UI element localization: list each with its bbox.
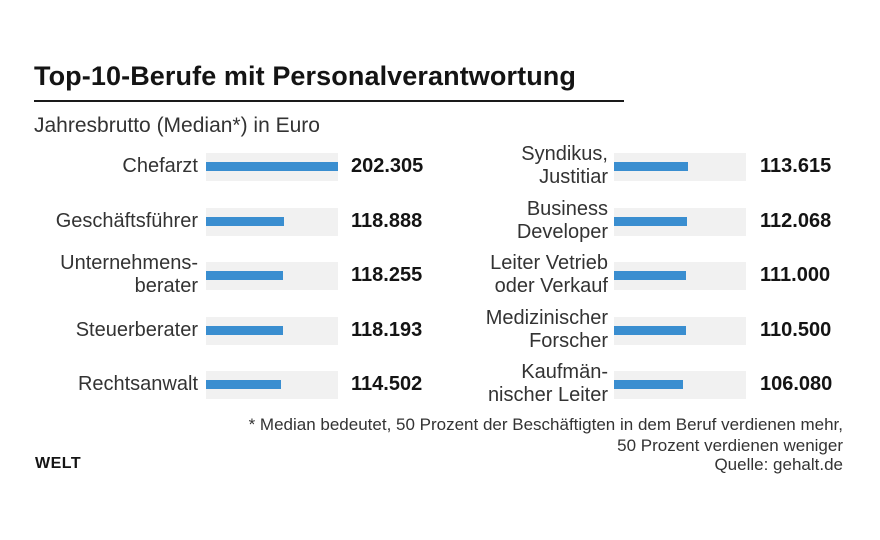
category-label-line: berater [134, 275, 198, 297]
value-label: 112.068 [760, 210, 832, 232]
category-label: Geschäftsführer [0, 210, 198, 233]
category-label: Kaufmän-nischer Leiter [348, 361, 608, 407]
category-label-line: Medizinischer [485, 307, 608, 329]
value-label: 118.255 [351, 264, 423, 286]
bar [614, 271, 687, 280]
bar [206, 380, 281, 389]
value-label: 111.000 [760, 264, 831, 286]
category-label-line: nischer Leiter [487, 384, 608, 406]
category-label-line: Justitiar [539, 166, 608, 188]
bar-track [206, 371, 338, 399]
bar [206, 326, 284, 335]
title-rule [34, 100, 624, 102]
category-label-line: oder Verkauf [494, 275, 608, 297]
chart-subtitle: Jahresbrutto (Median*) in Euro [34, 114, 320, 137]
bar-track [614, 317, 746, 345]
bar-track [614, 262, 746, 290]
value-label: 118.888 [351, 210, 423, 232]
bar [614, 162, 689, 171]
bar-track [206, 262, 338, 290]
bar-track [614, 153, 746, 181]
footnote-line: 50 Prozent verdienen weniger [617, 436, 843, 455]
footnote-line: * Median bedeutet, 50 Prozent der Beschä… [248, 415, 843, 434]
bar [206, 162, 338, 171]
category-label-line: Steuerberater [75, 318, 198, 341]
value-label: 114.502 [351, 373, 423, 395]
category-label: Rechtsanwalt [0, 373, 198, 396]
value-label: 118.193 [351, 319, 423, 341]
bar [614, 326, 687, 335]
bar-track [206, 153, 338, 181]
category-label-line: Leiter Vetrieb [490, 252, 608, 274]
bar-track [614, 371, 746, 399]
category-label: Medizinischer Forscher [348, 307, 608, 353]
category-label: Syndikus, Justitiar [348, 143, 608, 189]
bar [206, 217, 284, 226]
bar-track [206, 317, 338, 345]
category-label-line: Unternehmens- [60, 252, 198, 274]
bar [614, 217, 688, 226]
category-label-line: Syndikus, [521, 143, 608, 165]
category-label-line: Business [526, 198, 608, 220]
category-label: Leiter Vetrieb oder Verkauf [348, 252, 608, 298]
category-label-line: Developer [516, 221, 608, 243]
category-label-line: Kaufmän- [521, 361, 608, 383]
category-label: Business Developer [348, 198, 608, 244]
source-note: Quelle: gehalt.de [714, 455, 843, 474]
bar [614, 380, 684, 389]
category-label: Chefarzt [0, 155, 198, 178]
category-label-line: Chefarzt [122, 154, 198, 177]
category-label-line: Geschäftsführer [55, 209, 198, 232]
value-label: 113.615 [760, 155, 832, 177]
category-label: Steuerberater [0, 319, 198, 342]
value-label: 202.305 [351, 155, 424, 177]
chart-title: Top-10-Berufe mit Personalverantwortung [34, 61, 576, 91]
value-label: 106.080 [760, 373, 833, 395]
footnote: * Median bedeutet, 50 Prozent der Beschä… [143, 414, 843, 456]
bar-track [614, 208, 746, 236]
category-label-line: Rechtsanwalt [77, 372, 198, 395]
bar-track [206, 208, 338, 236]
publisher-logo: WELT [35, 455, 82, 472]
category-label: Unternehmens-berater [0, 252, 198, 298]
bar [206, 271, 284, 280]
value-label: 110.500 [760, 319, 832, 341]
category-label-line: Forscher [529, 330, 608, 352]
